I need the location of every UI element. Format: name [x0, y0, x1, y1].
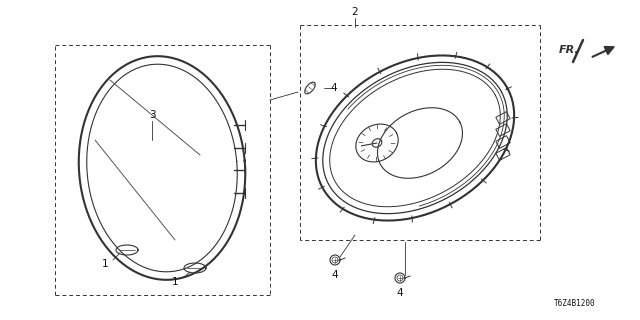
- Text: 1: 1: [102, 259, 108, 269]
- Bar: [496, 148, 510, 160]
- Text: T6Z4B1200: T6Z4B1200: [554, 299, 596, 308]
- Bar: [496, 136, 510, 148]
- Text: 4: 4: [397, 288, 403, 298]
- Text: 1: 1: [172, 277, 179, 287]
- Text: FR.: FR.: [559, 45, 580, 55]
- Text: 3: 3: [148, 110, 156, 120]
- Bar: [496, 112, 510, 124]
- Text: 4: 4: [332, 270, 339, 280]
- Bar: [496, 124, 510, 136]
- Text: 2: 2: [352, 7, 358, 17]
- Text: 4: 4: [331, 83, 337, 93]
